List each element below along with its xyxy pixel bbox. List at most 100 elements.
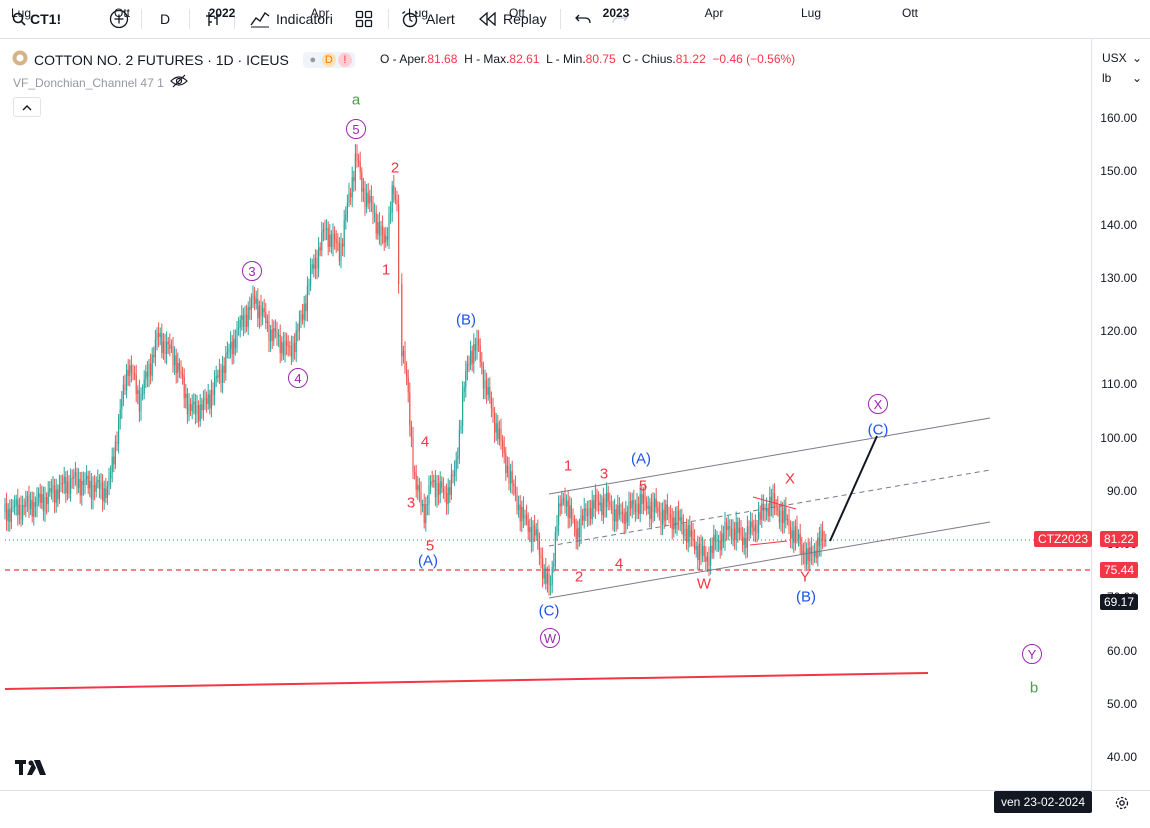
candle-body <box>574 519 576 530</box>
candle-body <box>170 346 172 349</box>
candle-body <box>750 521 752 534</box>
wave-label-3-right: 3 <box>599 465 609 483</box>
candle-body <box>730 528 732 540</box>
candle-body <box>313 264 315 269</box>
candle-body <box>340 243 342 262</box>
y-tick-label: 110.00 <box>1101 377 1137 392</box>
candle-body <box>428 485 430 505</box>
chart-legend: COTTON NO. 2 FUTURES · 1D · ICEUS ● D ! <box>12 50 355 69</box>
candle-body <box>494 412 496 433</box>
candle-body <box>441 481 443 488</box>
currency-select[interactable]: USX ⌄ <box>1098 48 1146 68</box>
x-tick-label: Ott <box>508 6 526 20</box>
status-badges[interactable]: ● D ! <box>302 51 355 68</box>
candle-body <box>561 500 563 507</box>
candle-body <box>78 478 80 488</box>
redo-button[interactable] <box>611 0 629 38</box>
candle-body <box>638 503 640 515</box>
candle-body <box>113 456 115 465</box>
candle-body <box>484 380 486 389</box>
candle-body <box>150 363 152 376</box>
last-price-tag: 81.22 <box>1099 531 1138 547</box>
candle-body <box>700 543 702 556</box>
candle-body <box>145 371 147 380</box>
interval-button[interactable]: D <box>160 0 170 38</box>
undo-button[interactable] <box>574 0 592 38</box>
candle-body <box>644 493 646 502</box>
candle-body <box>105 488 107 499</box>
candle-body <box>127 369 129 376</box>
candle-body <box>63 476 65 484</box>
candle-body <box>526 514 528 521</box>
candle-body <box>665 504 667 521</box>
candle-body <box>682 524 684 537</box>
chevron-down-icon: ⌄ <box>1131 71 1142 85</box>
candle-body <box>529 527 531 533</box>
candle-body <box>673 517 675 530</box>
replay-button[interactable]: Replay <box>479 0 547 38</box>
currency-value: USX <box>1102 51 1127 65</box>
candle-body <box>636 503 638 513</box>
candle-body <box>306 286 308 311</box>
wave-label-3-mid: 3 <box>406 494 416 512</box>
candle-body <box>343 219 345 247</box>
channel-lower-line <box>548 521 991 599</box>
unit-select[interactable]: lb ⌄ <box>1098 68 1146 88</box>
candle-body <box>567 500 569 518</box>
candle-body <box>52 485 54 493</box>
candle-body <box>34 502 36 507</box>
candle-body <box>74 472 76 477</box>
candle-body <box>206 398 208 404</box>
candle-body <box>639 494 641 515</box>
candle-body <box>294 342 296 352</box>
candle-body <box>231 341 233 355</box>
axis-settings: USX ⌄ lb ⌄ <box>1098 48 1146 88</box>
time-axis[interactable] <box>0 790 1150 828</box>
candle-body <box>6 503 8 521</box>
eye-hidden-icon[interactable] <box>169 74 188 91</box>
wave-label-A-left: (A) <box>418 552 438 570</box>
alert-button[interactable]: Alert <box>400 0 455 38</box>
candle-body <box>471 350 473 364</box>
settings-gear-icon[interactable] <box>1114 795 1130 816</box>
candle-body <box>466 363 468 371</box>
collapse-legend-button[interactable] <box>13 97 41 117</box>
candle-body <box>458 429 460 457</box>
candle-body <box>255 298 257 304</box>
candle-body <box>369 195 371 204</box>
candle-body <box>748 526 750 534</box>
candle-body <box>282 341 284 356</box>
y-tick-label: 140.00 <box>1100 217 1137 232</box>
candle-body <box>212 389 214 396</box>
candle-body <box>814 550 816 557</box>
candle-body <box>151 355 153 376</box>
symbol-search[interactable]: CT1! <box>12 0 61 38</box>
x-tick-label: Apr <box>310 6 330 20</box>
compare-button[interactable] <box>109 0 129 38</box>
candle-body <box>742 535 744 546</box>
candle-body <box>236 327 238 349</box>
indicators-button[interactable]: Indicatori <box>250 0 333 38</box>
candle-body <box>439 481 441 495</box>
wave-circle-w: W <box>540 628 560 648</box>
candle-body <box>719 540 721 551</box>
indicator-legend[interactable]: VF_Donchian_Channel 47 1 <box>13 74 188 91</box>
tradingview-logo-icon[interactable] <box>15 760 47 780</box>
top-toolbar: CT1! D Indicatori Alert Replay <box>0 0 1150 39</box>
candle-body <box>209 394 211 409</box>
price-axis[interactable] <box>1091 39 1150 790</box>
layouts-button[interactable] <box>355 0 373 38</box>
chart-type-button[interactable] <box>204 0 222 38</box>
candle-body <box>94 484 96 492</box>
candle-body <box>394 194 396 200</box>
candle-body <box>324 229 326 230</box>
x-tick-label: Ott <box>113 6 131 20</box>
candle-body <box>87 475 89 489</box>
candle-body <box>58 484 60 500</box>
candle-body <box>810 547 812 555</box>
candle-body <box>492 408 494 413</box>
candle-body <box>815 550 817 559</box>
candle-body <box>196 405 198 414</box>
candle-body <box>228 348 230 352</box>
